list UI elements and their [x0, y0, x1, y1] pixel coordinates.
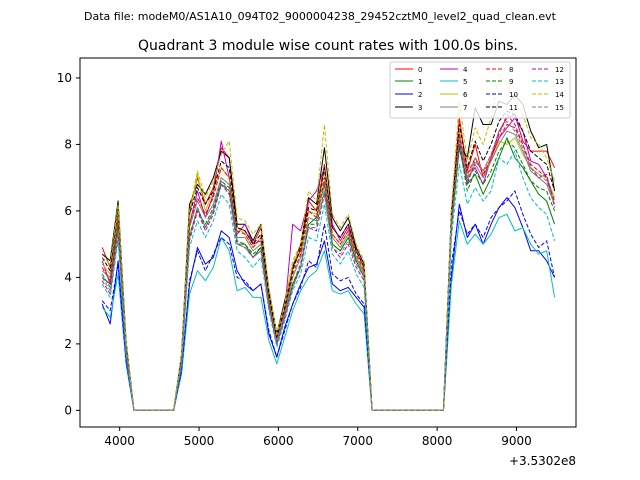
legend-label-10: 10 — [509, 91, 518, 99]
plot-area — [80, 58, 576, 427]
series-line-14 — [101, 74, 556, 411]
legend-label-9: 9 — [509, 78, 513, 86]
x-tick-label: 9000 — [501, 434, 532, 448]
y-tick-label: 4 — [64, 270, 72, 284]
x-tick-label: 6000 — [263, 434, 294, 448]
series-layer — [101, 74, 556, 411]
legend-label-11: 11 — [509, 104, 518, 112]
legend-label-0: 0 — [418, 66, 422, 74]
y-tick-label: 6 — [64, 204, 72, 218]
legend-label-8: 8 — [509, 66, 513, 74]
legend-label-7: 7 — [463, 104, 467, 112]
legend-label-6: 6 — [463, 91, 468, 99]
series-line-15 — [101, 120, 556, 411]
x-axis: 4000 5000 6000 7000 8000 9000 — [104, 427, 532, 448]
series-line-10 — [101, 190, 556, 411]
legend-label-5: 5 — [463, 78, 467, 86]
legend-label-14: 14 — [555, 91, 564, 99]
y-tick-label: 8 — [64, 137, 72, 151]
x-tick-label: 5000 — [184, 434, 215, 448]
legend-label-3: 3 — [418, 104, 422, 112]
legend-label-12: 12 — [555, 66, 564, 74]
x-offset-label: +3.5302e8 — [509, 454, 576, 468]
x-tick-label: 4000 — [104, 434, 135, 448]
legend-label-4: 4 — [463, 66, 468, 74]
y-tick-label: 2 — [64, 337, 72, 351]
legend-box — [389, 61, 571, 119]
y-axis: 0 2 4 6 8 10 — [57, 71, 80, 417]
x-tick-label: 8000 — [422, 434, 453, 448]
chart-title: Quadrant 3 module wise count rates with … — [138, 38, 518, 54]
plot-frame — [79, 57, 577, 428]
legend-label-15: 15 — [555, 104, 564, 112]
x-tick-label: 7000 — [342, 434, 373, 448]
legend-label-13: 13 — [555, 78, 564, 86]
y-tick-label: 10 — [57, 71, 72, 85]
legend-label-1: 1 — [418, 78, 422, 86]
data-file-caption: Data file: modeM0/AS1A10_094T02_90000042… — [84, 10, 557, 23]
y-tick-label: 0 — [64, 403, 72, 417]
legend-label-2: 2 — [418, 91, 422, 99]
